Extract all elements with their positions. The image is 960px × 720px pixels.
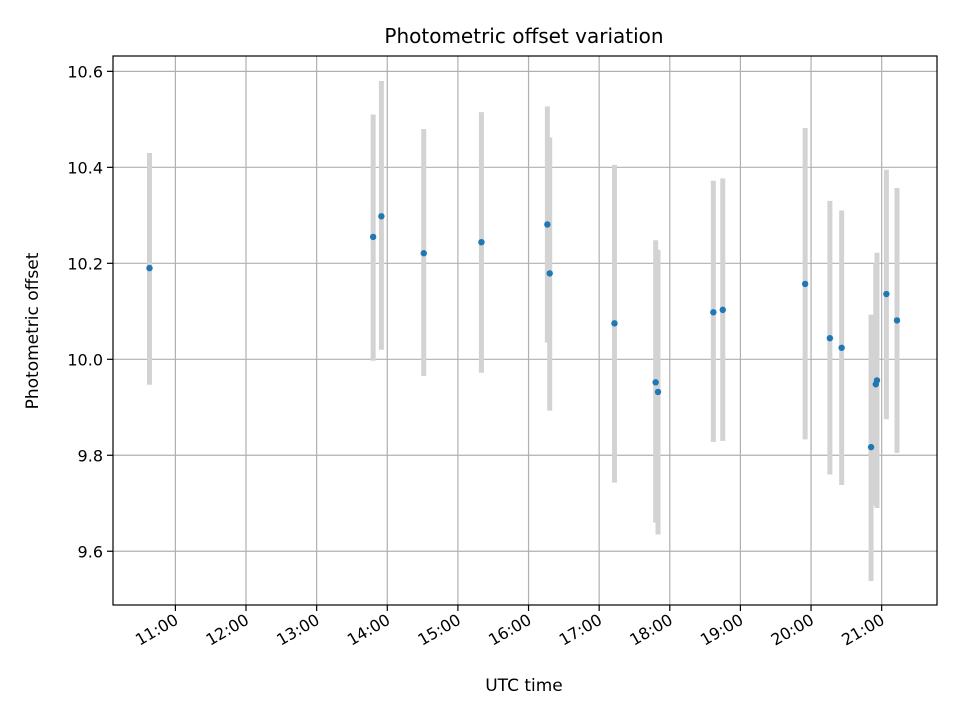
data-point [719, 306, 726, 314]
data-point [146, 264, 153, 272]
y-tick-label: 9.6 [78, 542, 103, 561]
data-point [420, 250, 427, 257]
data-point [378, 213, 385, 220]
y-tick-label: 10.2 [67, 254, 103, 273]
data-point [893, 317, 901, 324]
y-tick-label: 10.0 [67, 350, 103, 369]
y-tick-label: 10.4 [67, 158, 103, 177]
data-point [546, 270, 553, 277]
grid-lines [113, 56, 937, 605]
data-points [146, 213, 901, 451]
y-tick-label: 10.6 [67, 62, 103, 81]
data-point [654, 388, 662, 396]
data-point [826, 334, 834, 342]
data-point [369, 233, 377, 241]
chart-title: Photometric offset variation [384, 24, 663, 48]
y-axis-ticks: 9.6 9.8 10.0 10.2 10.4 10.6 [67, 62, 113, 561]
y-axis-label: Photometric offset [23, 252, 43, 409]
x-axis-label: UTC time [485, 676, 563, 696]
data-point [838, 344, 845, 351]
data-point [478, 238, 485, 246]
data-point [873, 377, 881, 384]
y-tick-label: 9.8 [78, 446, 103, 465]
data-point [544, 221, 551, 228]
plot-frame [112, 55, 938, 606]
data-point [801, 280, 809, 288]
data-point [710, 309, 717, 316]
data-point [883, 290, 890, 298]
data-point [867, 443, 875, 451]
data-point [611, 320, 618, 327]
data-point [652, 379, 659, 386]
